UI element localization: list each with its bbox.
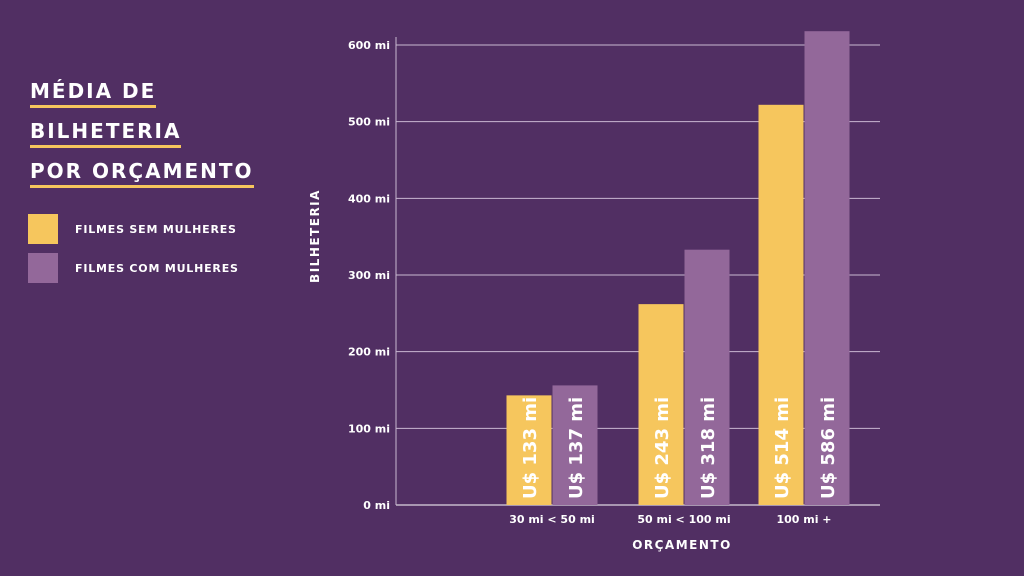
bar (804, 31, 850, 505)
x-tick-label: 50 mi < 100 mi (637, 513, 730, 526)
legend-label-sem-mulheres: FILMES SEM MULHERES (75, 222, 237, 236)
legend-item-sem-mulheres: FILMES SEM MULHERES (28, 214, 239, 244)
y-tick-label: 400 mi (348, 192, 390, 205)
bar (552, 385, 598, 505)
y-tick-label: 200 mi (348, 346, 390, 359)
bar-data-label: U$ 243 mi (652, 397, 673, 499)
legend: FILMES SEM MULHERES FILMES COM MULHERES (28, 214, 239, 292)
bar-data-label: U$ 514 mi (772, 397, 793, 499)
y-tick-labels: 0 mi 100 mi 200 mi 300 mi 400 mi 500 mi 600 mi (348, 39, 390, 512)
legend-label-com-mulheres: FILMES COM MULHERES (75, 261, 239, 275)
chart-title: MÉDIA DE BILHETERIA POR ORÇAMENTO (30, 78, 254, 198)
bar (758, 104, 804, 506)
y-tick-label: 600 mi (348, 39, 390, 52)
title-line-2: BILHETERIA (30, 118, 182, 148)
title-line-3: POR ORÇAMENTO (30, 158, 254, 188)
y-tick-label: 0 mi (363, 499, 390, 512)
legend-item-com-mulheres: FILMES COM MULHERES (28, 253, 239, 283)
y-tick-label: 100 mi (348, 422, 390, 435)
x-tick-labels: 30 mi < 50 mi 50 mi < 100 mi 100 mi + (509, 513, 831, 526)
bar-data-label: U$ 137 mi (566, 397, 587, 499)
legend-swatch-com-mulheres (28, 253, 58, 283)
legend-swatch-sem-mulheres (28, 214, 58, 244)
title-line-1: MÉDIA DE (30, 78, 157, 108)
x-tick-label: 100 mi + (776, 513, 831, 526)
x-tick-label: 30 mi < 50 mi (509, 513, 595, 526)
y-axis-label: BILHETERIA (308, 189, 322, 283)
bar-data-label: U$ 586 mi (818, 397, 839, 499)
bars: U$ 133 mi U$ 137 mi U$ 243 mi U$ 318 mi U$ 5… (506, 31, 850, 506)
bar (638, 304, 684, 505)
x-axis-label: ORÇAMENTO (632, 538, 732, 552)
bar (506, 395, 552, 505)
bar-data-label: U$ 133 mi (520, 397, 541, 499)
y-tick-label: 500 mi (348, 116, 390, 129)
bar (684, 249, 730, 505)
bar-data-label: U$ 318 mi (698, 397, 719, 499)
y-tick-label: 300 mi (348, 269, 390, 282)
